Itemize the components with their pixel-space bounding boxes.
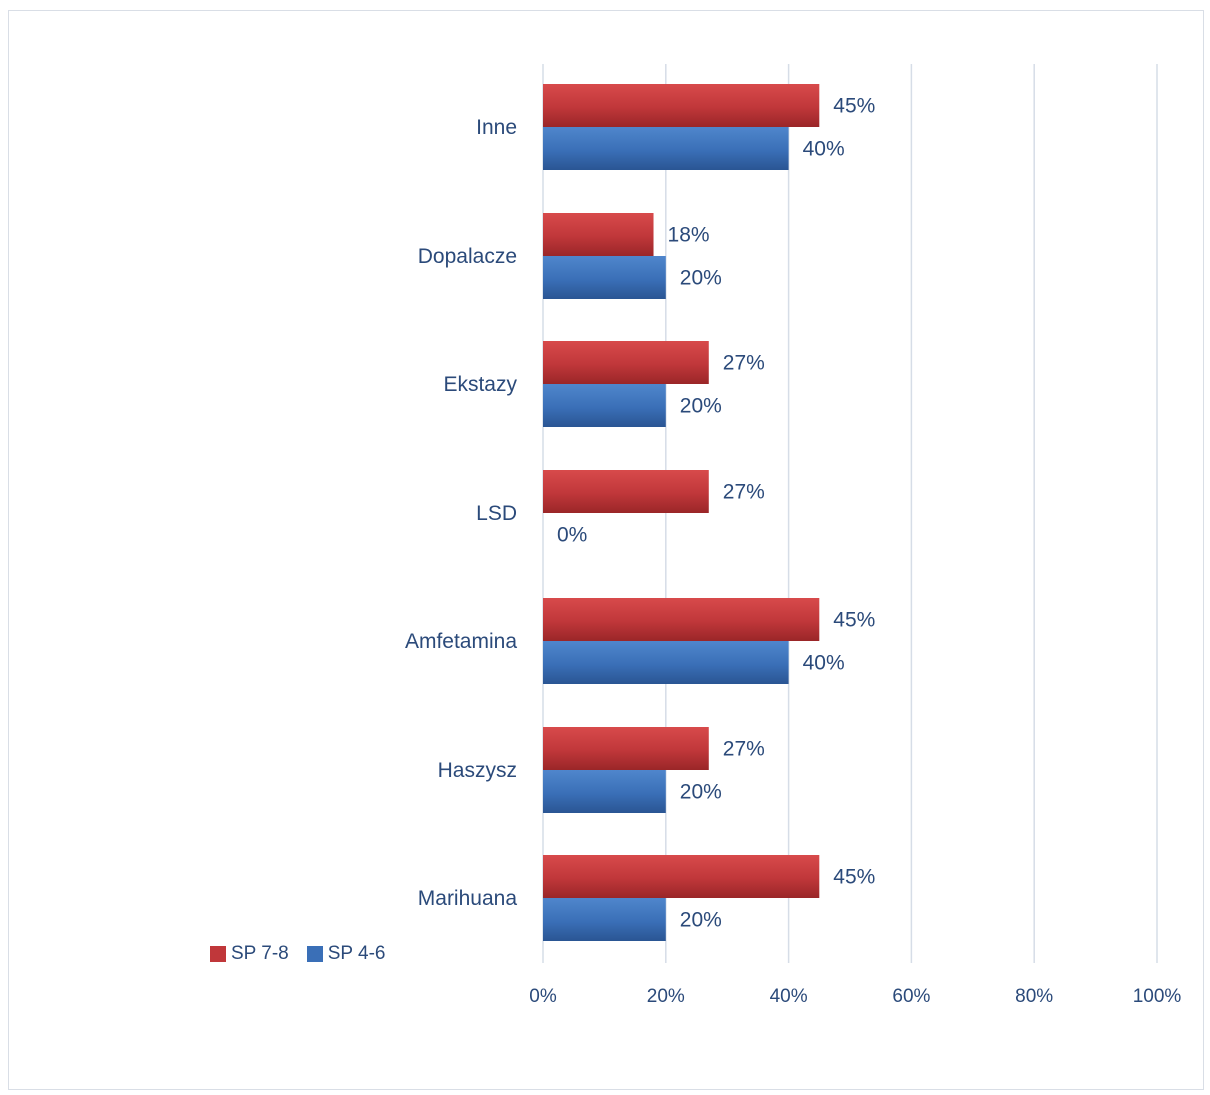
data-label: 45% (833, 609, 875, 632)
bar-haszysz-sp78 (543, 727, 709, 770)
legend-label-sp78: SP 7-8 (231, 943, 289, 964)
data-label: 20% (680, 395, 722, 418)
legend-item-sp78: SP 7-8 (210, 943, 289, 965)
category-label: Amfetamina (405, 630, 517, 653)
legend-label-sp46: SP 4-6 (327, 943, 386, 964)
x-tick-label: 100% (1133, 986, 1182, 1007)
data-label: 0% (557, 524, 587, 547)
bar-haszysz-sp46 (543, 770, 666, 813)
x-tick-label: 20% (647, 986, 685, 1007)
legend: SP 7-8 SP 4-6 (210, 943, 386, 965)
bar-amfetamina-sp78 (543, 598, 820, 641)
data-label: 27% (723, 481, 765, 504)
x-tick-label: 80% (1015, 986, 1053, 1007)
labels: 0% 20% 40% 60% 80% 100%45%20%Marihuana27%20%H… (405, 95, 1181, 1008)
gridlines (542, 64, 1158, 963)
x-tick-label: 60% (892, 986, 930, 1007)
x-tick-label: 40% (770, 986, 808, 1007)
data-label: 27% (723, 738, 765, 761)
bar-amfetamina-sp46 (543, 641, 789, 684)
category-label: Haszysz (438, 759, 517, 782)
bar-inne-sp46 (543, 127, 789, 170)
data-label: 20% (680, 267, 722, 290)
data-label: 20% (680, 909, 722, 932)
bar-marihuana-sp46 (543, 898, 666, 941)
category-label: LSD (476, 502, 517, 525)
bar-dopalacze-sp46 (543, 256, 666, 299)
legend-item-sp46: SP 4-6 (306, 943, 386, 965)
legend-swatch-sp78 (210, 946, 226, 962)
data-label: 40% (803, 138, 845, 161)
bars (543, 84, 820, 941)
bar-ekstazy-sp78 (543, 341, 709, 384)
data-label: 27% (723, 352, 765, 375)
bar-inne-sp78 (543, 84, 820, 127)
bar-lsd-sp78 (543, 470, 709, 513)
category-label: Dopalacze (418, 245, 517, 268)
category-label: Marihuana (418, 887, 518, 910)
x-tick-label: 0% (529, 986, 557, 1007)
bar-ekstazy-sp46 (543, 384, 666, 427)
data-label: 18% (668, 224, 710, 247)
category-label: Inne (476, 116, 517, 139)
category-label: Ekstazy (443, 373, 517, 396)
bar-marihuana-sp78 (543, 855, 820, 898)
data-label: 45% (833, 866, 875, 889)
data-label: 45% (833, 95, 875, 118)
bar-dopalacze-sp78 (543, 213, 654, 256)
data-label: 20% (680, 781, 722, 804)
legend-swatch-sp46 (306, 946, 323, 962)
data-label: 40% (803, 652, 845, 675)
